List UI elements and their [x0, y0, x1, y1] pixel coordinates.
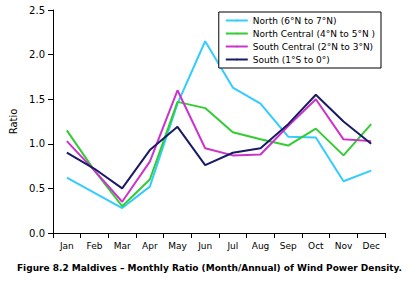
svg-text:Ratio: Ratio: [8, 109, 19, 135]
svg-text:Jul: Jul: [226, 241, 238, 251]
svg-text:2.0: 2.0: [29, 49, 45, 60]
svg-text:North Central (4°N to 5°N ): North Central (4°N to 5°N ): [253, 29, 375, 39]
svg-text:North (6°N to 7°N): North (6°N to 7°N): [253, 16, 337, 26]
svg-text:Apr: Apr: [142, 241, 158, 251]
svg-text:Figure 8.2 Maldives – Monthly: Figure 8.2 Maldives – Monthly Ratio (Mon…: [17, 263, 402, 273]
svg-text:Nov: Nov: [335, 241, 353, 251]
svg-text:1.0: 1.0: [29, 138, 45, 149]
svg-text:2.5: 2.5: [29, 5, 45, 16]
svg-text:Sep: Sep: [280, 241, 297, 251]
svg-text:1.5: 1.5: [29, 94, 45, 105]
svg-text:Aug: Aug: [252, 241, 270, 251]
svg-text:May: May: [168, 241, 187, 251]
svg-text:South (1°S to 0°): South (1°S to 0°): [253, 55, 330, 65]
svg-text:Mar: Mar: [114, 241, 131, 251]
svg-text:Jun: Jun: [197, 241, 212, 251]
svg-text:0.0: 0.0: [29, 228, 45, 239]
svg-text:Dec: Dec: [362, 241, 379, 251]
svg-text:Jan: Jan: [59, 241, 74, 251]
svg-text:Oct: Oct: [308, 241, 324, 251]
svg-text:Feb: Feb: [87, 241, 103, 251]
svg-text:0.5: 0.5: [29, 183, 45, 194]
svg-text:South Central (2°N to 3°N): South Central (2°N to 3°N): [253, 42, 373, 52]
